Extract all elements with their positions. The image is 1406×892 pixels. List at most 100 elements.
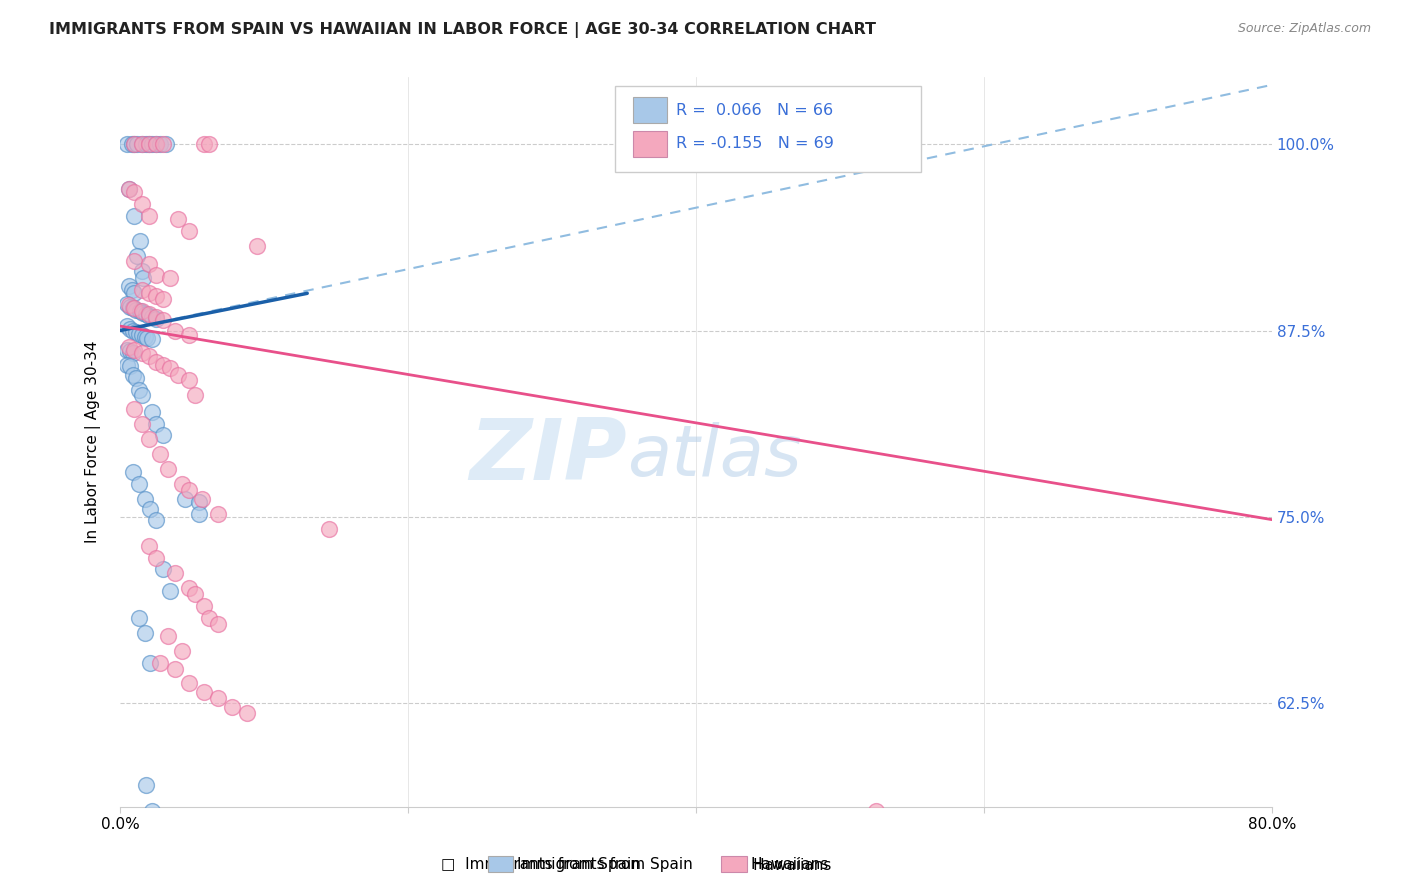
Point <box>128 326 150 341</box>
Point <box>145 311 167 326</box>
Point <box>145 137 167 152</box>
Point <box>145 310 167 325</box>
Point <box>117 297 139 311</box>
Point <box>118 340 141 354</box>
Point <box>179 581 201 595</box>
Point <box>159 360 181 375</box>
Point <box>191 491 214 506</box>
Text: □  Immigrants from Spain: □ Immigrants from Spain <box>441 857 641 872</box>
Point <box>135 778 157 792</box>
Point <box>138 349 160 363</box>
Point <box>152 293 174 307</box>
Point <box>152 427 174 442</box>
Point <box>318 522 340 536</box>
Point <box>141 137 163 152</box>
Point <box>131 417 153 432</box>
Point <box>128 476 150 491</box>
Point <box>156 629 179 643</box>
FancyBboxPatch shape <box>633 97 668 123</box>
Point <box>198 611 221 625</box>
Text: Hawaiians: Hawaiians <box>751 857 830 871</box>
Point <box>145 513 167 527</box>
Point <box>122 324 145 338</box>
Point <box>131 304 153 318</box>
Point <box>128 611 150 625</box>
Point <box>188 507 211 521</box>
Point <box>135 137 157 152</box>
Point <box>179 328 201 343</box>
Text: □  Hawaiians: □ Hawaiians <box>730 857 831 872</box>
Text: R =  0.066   N = 66: R = 0.066 N = 66 <box>676 103 834 118</box>
Point <box>127 249 149 263</box>
Point <box>131 328 153 343</box>
Point <box>149 137 172 152</box>
Point <box>120 322 142 336</box>
Point <box>118 182 141 196</box>
Point <box>141 805 163 819</box>
Point <box>122 301 145 316</box>
Point <box>149 656 172 670</box>
Point <box>124 253 146 268</box>
Point <box>139 656 162 670</box>
Point <box>122 368 145 383</box>
Point <box>166 368 188 383</box>
Point <box>124 286 146 301</box>
Point <box>141 405 163 419</box>
Point <box>179 224 201 238</box>
Point <box>145 137 167 152</box>
Point <box>159 584 181 599</box>
Point <box>193 685 215 699</box>
Point <box>129 234 152 248</box>
Point <box>207 691 229 706</box>
Point <box>132 306 155 320</box>
Point <box>145 355 167 369</box>
Point <box>131 137 153 152</box>
Text: ZIP: ZIP <box>470 416 627 499</box>
Point <box>131 284 153 298</box>
Point <box>117 343 139 357</box>
FancyBboxPatch shape <box>633 131 668 157</box>
Point <box>149 447 172 461</box>
Text: Immigrants from Spain: Immigrants from Spain <box>517 857 693 871</box>
Point <box>122 465 145 479</box>
Point <box>135 307 157 321</box>
Point <box>117 358 139 372</box>
Point <box>221 700 243 714</box>
Point <box>120 359 142 374</box>
Point <box>159 271 181 285</box>
Point <box>207 507 229 521</box>
Point <box>865 805 887 819</box>
Point <box>246 238 269 252</box>
Text: IMMIGRANTS FROM SPAIN VS HAWAIIAN IN LABOR FORCE | AGE 30-34 CORRELATION CHART: IMMIGRANTS FROM SPAIN VS HAWAIIAN IN LAB… <box>49 22 876 38</box>
Point <box>128 383 150 397</box>
Point <box>124 185 146 199</box>
Point <box>152 562 174 576</box>
Point <box>179 676 201 690</box>
Point <box>136 331 159 345</box>
Point <box>138 432 160 446</box>
Point <box>188 495 211 509</box>
Point <box>121 284 143 298</box>
Point <box>138 309 160 323</box>
Point <box>163 661 186 675</box>
Point <box>134 491 156 506</box>
Point <box>193 599 215 613</box>
Point <box>145 551 167 566</box>
Point <box>117 137 139 152</box>
Point <box>129 304 152 318</box>
Point <box>124 343 146 357</box>
Point <box>152 313 174 327</box>
Point <box>141 333 163 347</box>
Point <box>138 137 160 152</box>
Point <box>138 209 160 223</box>
Point <box>127 137 149 152</box>
Point <box>134 625 156 640</box>
Point <box>170 476 193 491</box>
Point <box>131 197 153 211</box>
Point <box>184 387 207 401</box>
Point <box>152 137 174 152</box>
Point <box>207 616 229 631</box>
Point <box>173 491 195 506</box>
Text: R = -0.155   N = 69: R = -0.155 N = 69 <box>676 136 834 152</box>
Point <box>198 137 221 152</box>
